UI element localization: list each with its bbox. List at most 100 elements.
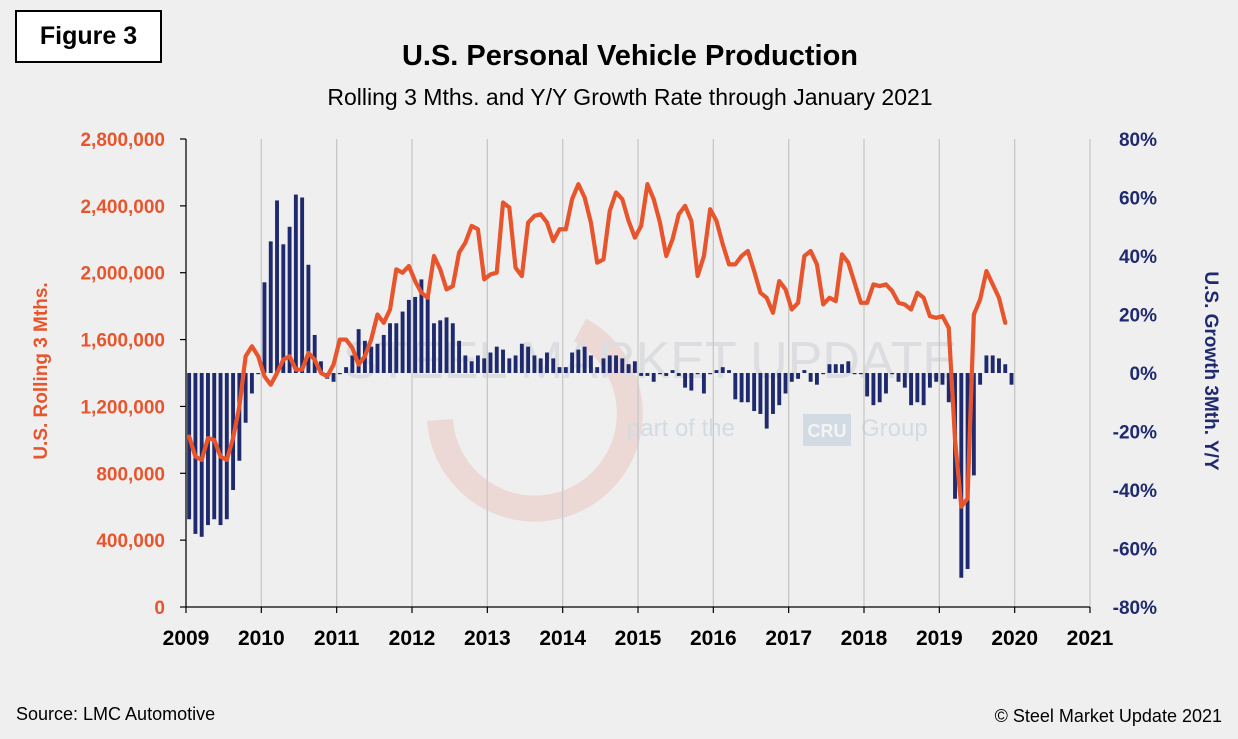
growth-bar: [337, 373, 342, 375]
growth-bar: [281, 244, 286, 373]
growth-bar: [588, 355, 593, 373]
growth-bar: [727, 370, 731, 373]
growth-bar: [381, 334, 386, 373]
growth-bar: [457, 340, 462, 373]
growth-bar: [658, 373, 662, 375]
growth-bar: [438, 320, 443, 373]
axes: [180, 138, 1091, 613]
production-series-line: [187, 182, 1008, 509]
growth-bar: [827, 364, 832, 373]
growth-bar: [664, 373, 669, 376]
x-tick-label: 2011: [314, 627, 360, 650]
growth-bar: [632, 361, 637, 373]
growth-bar: [312, 334, 317, 373]
growth-bar: [651, 373, 656, 382]
y-tick-label-left: 1,600,000: [80, 331, 165, 352]
watermark-tagline-post: Group: [861, 415, 928, 442]
growth-bar: [419, 279, 424, 373]
growth-bar: [890, 373, 895, 375]
growth-bar: [771, 373, 775, 414]
growth-bar: [187, 373, 192, 520]
growth-bar: [714, 370, 719, 373]
growth-bar: [501, 349, 505, 373]
growth-bar: [990, 355, 995, 373]
y-tick-label-right: 60%: [1119, 189, 1157, 210]
growth-bar: [1003, 364, 1008, 373]
x-tick-label: 2019: [916, 627, 963, 650]
x-tick-label: 2013: [464, 627, 511, 650]
growth-bar: [400, 311, 405, 373]
chart-subtitle: Rolling 3 Mths. and Y/Y Growth Rate thro…: [327, 84, 933, 110]
growth-bar: [946, 373, 951, 403]
tick-labels: 0 400,000 800,000 1,200,000 1,600,000 2,000,0…: [80, 130, 1157, 650]
figure-label: Figure 3: [15, 10, 162, 63]
growth-bar: [212, 373, 217, 520]
y-tick-label-right: 40%: [1119, 247, 1157, 268]
y-axis-left-label: U.S. Rolling 3 Mths.: [31, 282, 52, 460]
growth-bar: [494, 346, 499, 373]
growth-bar: [319, 361, 323, 373]
watermark-arc: [427, 318, 643, 522]
x-tick-label: 2020: [991, 627, 1038, 650]
growth-bar: [833, 364, 838, 373]
growth-bar: [563, 367, 568, 373]
growth-bar: [475, 355, 480, 373]
growth-bar: [802, 370, 807, 373]
growth-bar: [683, 373, 688, 388]
growth-bar: [469, 361, 474, 373]
growth-bar: [620, 358, 625, 374]
growth-bar: [595, 367, 600, 373]
growth-bar: [570, 352, 575, 373]
growth-bar: [896, 373, 901, 382]
growth-bar: [777, 373, 782, 406]
growth-bar: [940, 373, 945, 385]
x-tick-label: 2021: [1067, 627, 1114, 650]
growth-bar: [413, 296, 418, 373]
x-tick-label: 2009: [163, 627, 210, 650]
growth-bar: [902, 373, 907, 388]
y-tick-label-right: -80%: [1113, 598, 1157, 619]
growth-bar: [934, 373, 939, 382]
growth-bar: [607, 355, 612, 373]
x-tick-label: 2012: [389, 627, 436, 650]
growth-bar: [789, 373, 794, 382]
growth-bar: [814, 373, 819, 385]
growth-bar: [796, 373, 801, 379]
growth-bar: [927, 373, 932, 388]
growth-bar: [306, 264, 311, 373]
growth-bar: [356, 329, 361, 374]
growth-bar: [256, 373, 261, 375]
growth-bar: [921, 373, 926, 406]
growth-bar: [576, 349, 581, 373]
growth-bar: [865, 373, 870, 397]
growth-bar: [984, 355, 989, 373]
y-tick-label-left: 2,800,000: [80, 130, 165, 151]
chart-title: U.S. Personal Vehicle Production: [401, 40, 859, 72]
x-tick-label: 2016: [690, 627, 737, 650]
growth-bar: [375, 343, 380, 373]
x-tick-label: 2010: [238, 627, 285, 650]
growth-bar: [432, 323, 436, 373]
y-tick-label-left: 800,000: [96, 464, 165, 485]
y-tick-label-right: 0%: [1130, 364, 1158, 385]
y-tick-label-left: 400,000: [96, 531, 165, 552]
watermark-logo-box: [803, 414, 851, 446]
y-tick-label-right: 80%: [1119, 130, 1157, 151]
growth-bar: [739, 373, 744, 403]
growth-bar: [720, 367, 725, 373]
growth-bar: [482, 358, 487, 374]
growth-bar: [262, 282, 267, 373]
growth-bar: [300, 197, 305, 373]
y-tick-label-right: 20%: [1119, 306, 1157, 327]
growth-bar: [978, 373, 983, 385]
growth-bar: [1009, 373, 1014, 385]
growth-bar: [808, 373, 813, 382]
y-tick-label-left: 0: [154, 598, 165, 619]
growth-bar: [369, 346, 374, 373]
growth-bar: [249, 373, 254, 394]
y-tick-label-right: -40%: [1113, 481, 1157, 502]
watermark-logo: CRU: [808, 421, 847, 441]
growth-bar: [645, 373, 650, 376]
x-tick-label: 2017: [765, 627, 812, 650]
growth-bar: [268, 241, 273, 374]
